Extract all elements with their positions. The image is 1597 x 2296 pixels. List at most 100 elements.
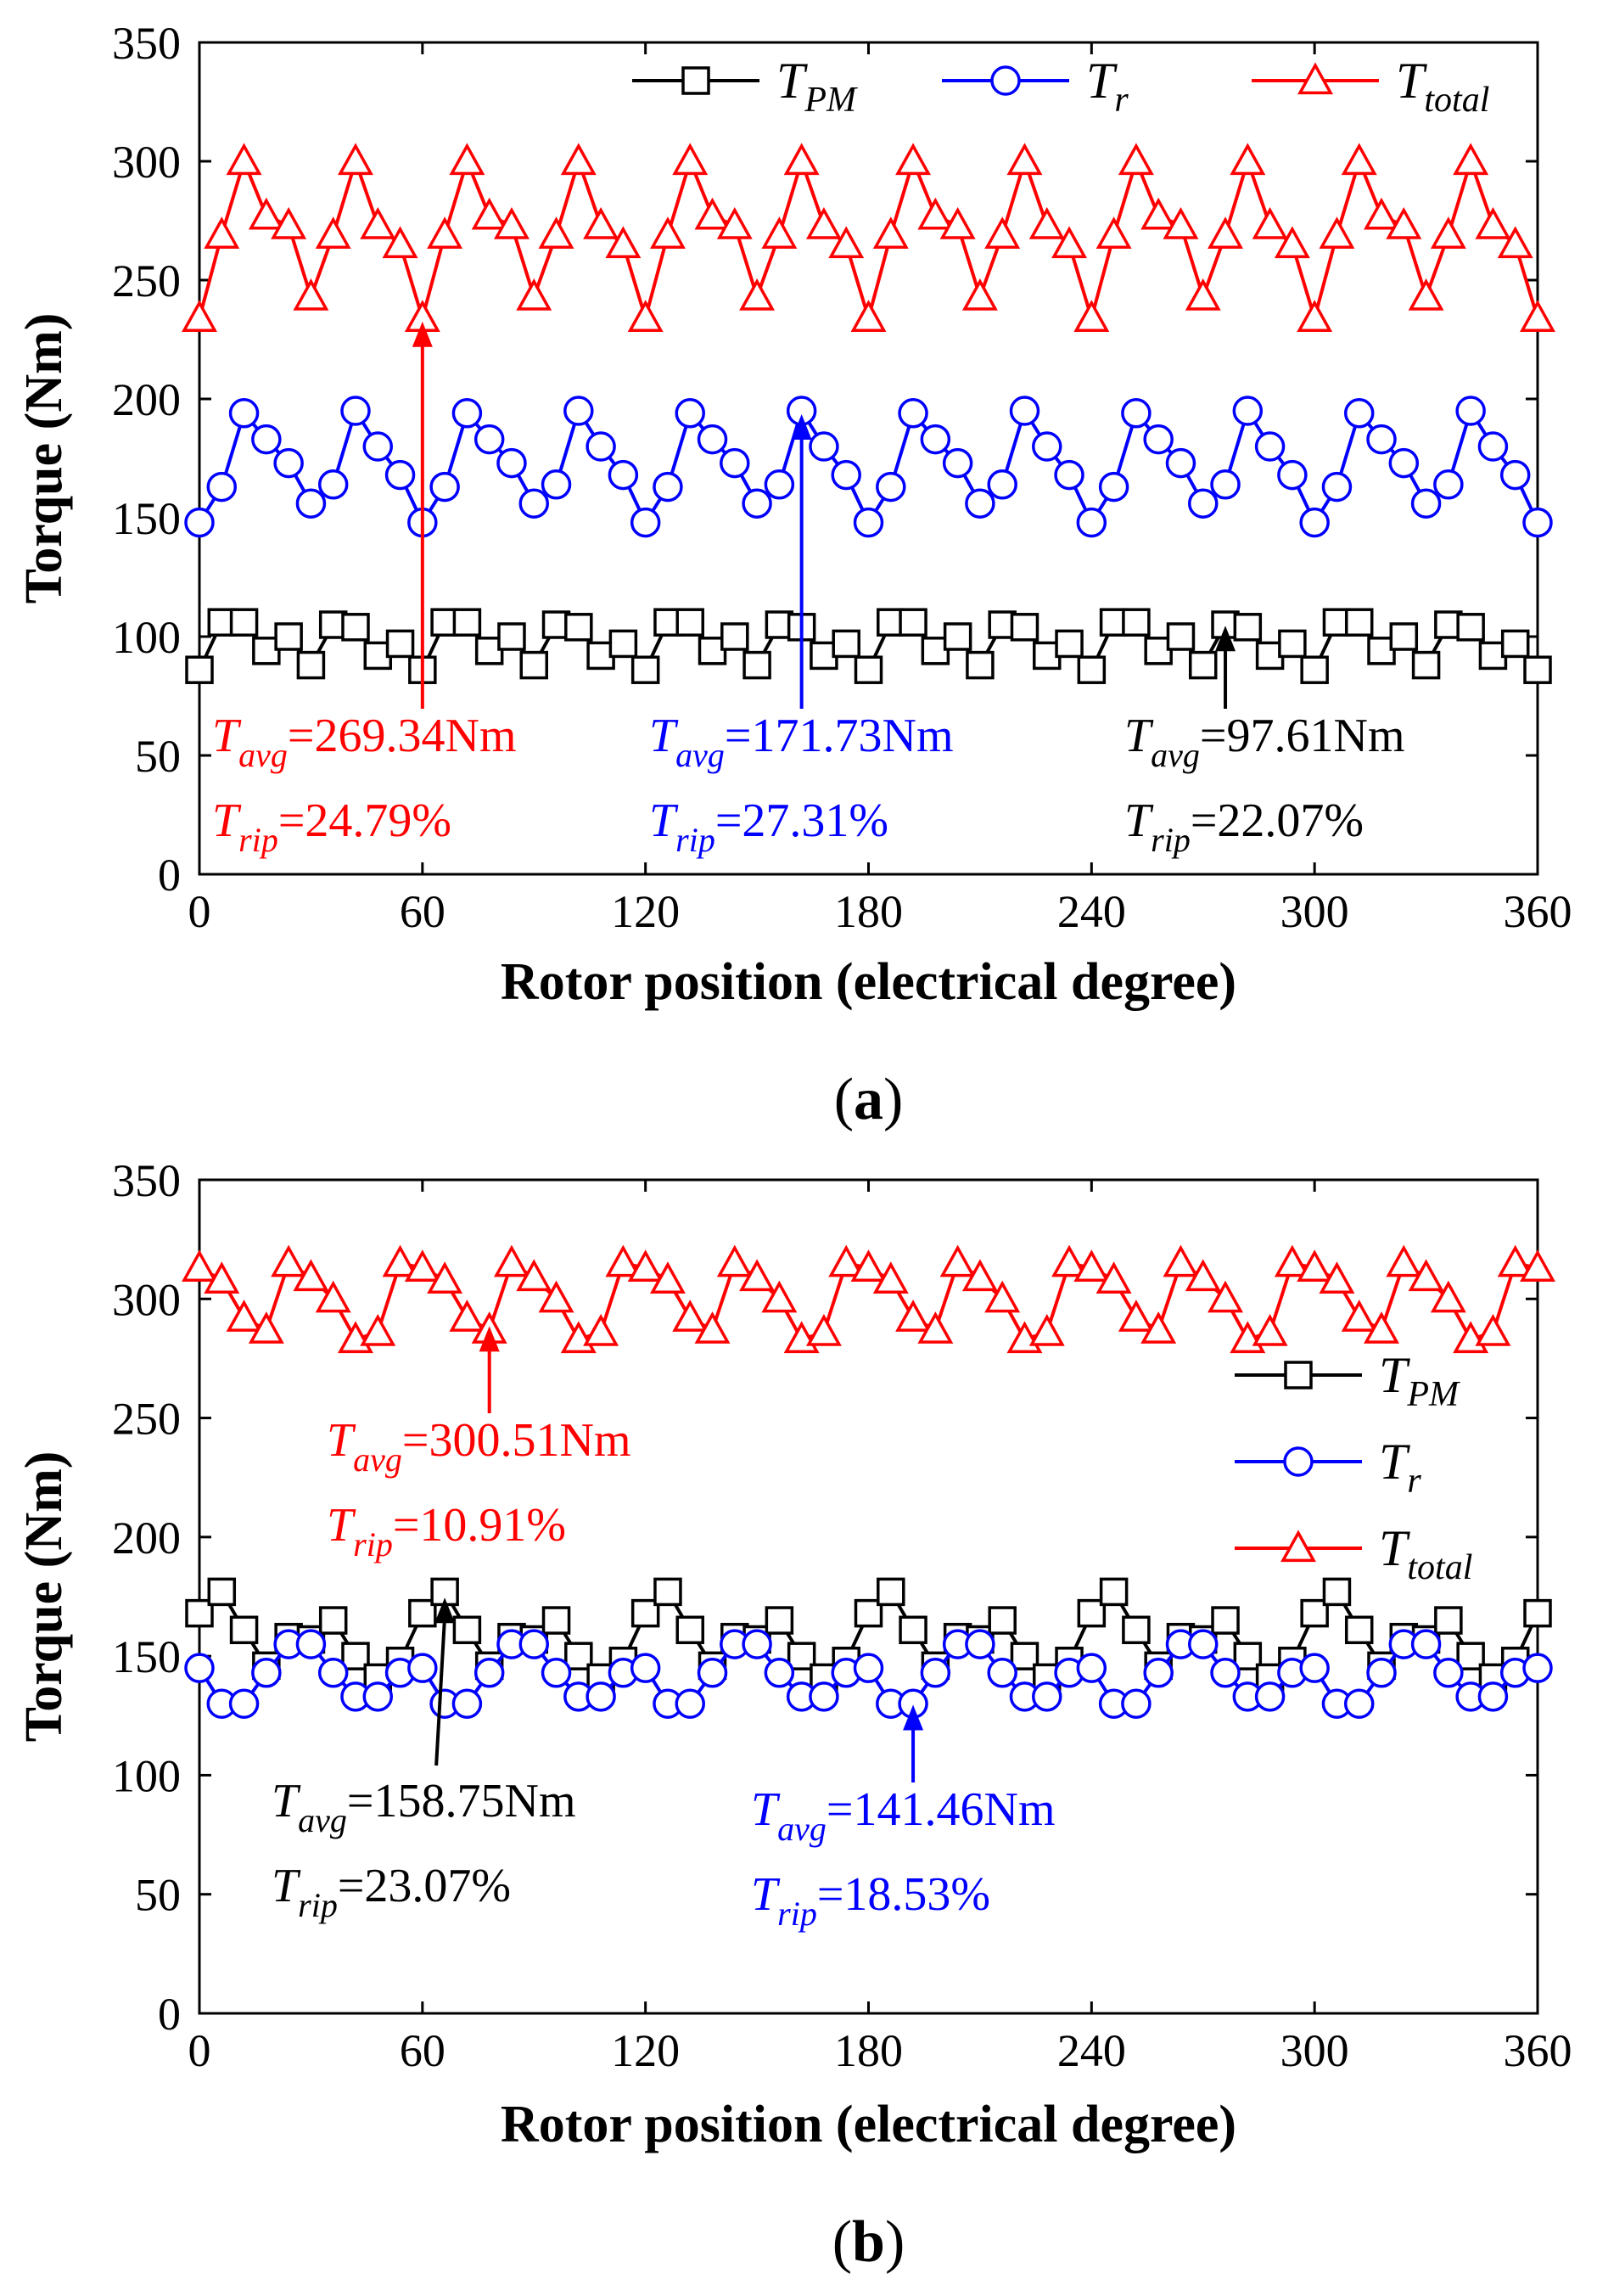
data-point bbox=[451, 1688, 483, 1720]
data-point bbox=[1278, 629, 1307, 659]
data-point bbox=[1319, 216, 1355, 249]
data-point bbox=[742, 488, 772, 519]
data-point bbox=[1410, 1629, 1442, 1659]
data-point bbox=[496, 447, 527, 479]
data-point bbox=[920, 424, 951, 455]
data-point bbox=[1366, 1658, 1397, 1688]
data-point bbox=[828, 226, 865, 259]
data-point bbox=[1343, 398, 1375, 429]
data-point bbox=[1163, 1244, 1199, 1277]
legend-marker bbox=[990, 65, 1021, 96]
data-point bbox=[362, 1681, 394, 1712]
data-point bbox=[1140, 197, 1177, 230]
data-point bbox=[207, 1577, 237, 1607]
data-point bbox=[204, 1261, 240, 1294]
data-point bbox=[965, 488, 995, 519]
data-point bbox=[1300, 1598, 1329, 1628]
data-point bbox=[1366, 424, 1397, 455]
data-point bbox=[362, 431, 394, 462]
x-tick-label: 120 bbox=[611, 886, 680, 937]
data-point bbox=[1099, 1577, 1129, 1607]
data-point bbox=[1411, 650, 1441, 680]
data-point bbox=[832, 629, 860, 659]
data-point bbox=[965, 1629, 995, 1659]
data-point bbox=[1188, 488, 1219, 519]
data-point bbox=[805, 1313, 842, 1346]
data-point bbox=[984, 216, 1021, 249]
data-point bbox=[899, 608, 927, 637]
data-point bbox=[185, 655, 214, 684]
data-point bbox=[675, 1688, 705, 1720]
legend-marker bbox=[1283, 1446, 1314, 1477]
data-point bbox=[1076, 1653, 1107, 1683]
y-axis-label: Torque (Nm) bbox=[15, 1451, 73, 1743]
annotation-ripple: Trip=23.07% bbox=[272, 1860, 511, 1924]
data-point bbox=[899, 1615, 927, 1645]
data-point bbox=[273, 447, 304, 479]
data-point bbox=[627, 300, 664, 332]
data-point bbox=[1408, 278, 1444, 311]
data-point bbox=[315, 216, 351, 249]
y-tick-label: 250 bbox=[112, 255, 181, 306]
data-point bbox=[697, 1658, 728, 1688]
data-point bbox=[226, 143, 262, 176]
data-point bbox=[317, 1658, 349, 1688]
data-point bbox=[921, 637, 950, 665]
data-point bbox=[1477, 1681, 1509, 1712]
data-point bbox=[1051, 226, 1088, 259]
series-total bbox=[182, 1244, 1555, 1354]
series-pm bbox=[185, 608, 1552, 684]
data-point bbox=[1389, 622, 1419, 651]
data-point bbox=[251, 424, 282, 455]
data-point bbox=[1433, 469, 1464, 500]
data-point bbox=[493, 206, 530, 239]
data-point bbox=[850, 300, 887, 332]
data-point bbox=[720, 447, 750, 479]
data-point bbox=[293, 278, 329, 311]
data-point bbox=[1343, 1688, 1375, 1720]
data-point bbox=[961, 278, 998, 311]
data-point bbox=[541, 469, 572, 500]
data-point bbox=[761, 216, 798, 249]
y-tick-label: 350 bbox=[112, 18, 181, 69]
data-point bbox=[382, 226, 418, 259]
data-point bbox=[917, 197, 954, 230]
y-tick-label: 200 bbox=[112, 374, 181, 425]
annotation-arrow-head bbox=[1215, 626, 1236, 652]
data-point bbox=[184, 1653, 215, 1683]
data-point bbox=[828, 1244, 865, 1277]
data-point bbox=[1189, 650, 1218, 680]
data-point bbox=[564, 613, 593, 642]
data-point bbox=[1028, 206, 1065, 239]
data-point bbox=[1252, 1313, 1288, 1346]
y-tick-label: 300 bbox=[112, 137, 181, 188]
data-point bbox=[1054, 459, 1084, 491]
data-point bbox=[805, 206, 842, 239]
data-point bbox=[1477, 431, 1509, 462]
y-tick-label: 50 bbox=[135, 731, 181, 782]
data-point bbox=[988, 1606, 1017, 1635]
x-tick-label: 120 bbox=[611, 2025, 680, 2076]
data-point bbox=[630, 507, 661, 538]
data-point bbox=[1252, 206, 1288, 239]
data-point bbox=[564, 1642, 593, 1670]
data-point bbox=[516, 278, 552, 311]
legend-marker bbox=[681, 66, 710, 95]
data-point bbox=[1010, 1642, 1039, 1670]
data-point bbox=[341, 613, 370, 642]
data-point bbox=[586, 431, 616, 462]
x-axis-label: Rotor position (electrical degree) bbox=[501, 953, 1236, 1011]
data-point bbox=[248, 197, 284, 230]
annotation: Tavg=171.73Nm Trip=27.31% bbox=[649, 414, 954, 859]
data-point bbox=[251, 1658, 282, 1688]
data-point bbox=[586, 1681, 616, 1712]
data-point bbox=[761, 1280, 798, 1313]
data-point bbox=[608, 459, 639, 491]
x-tick-label: 300 bbox=[1280, 886, 1349, 937]
data-point bbox=[831, 459, 861, 491]
data-point bbox=[583, 1313, 619, 1346]
data-point bbox=[1364, 197, 1399, 230]
data-point bbox=[1523, 655, 1552, 684]
data-point bbox=[872, 216, 909, 249]
data-point bbox=[876, 471, 906, 502]
